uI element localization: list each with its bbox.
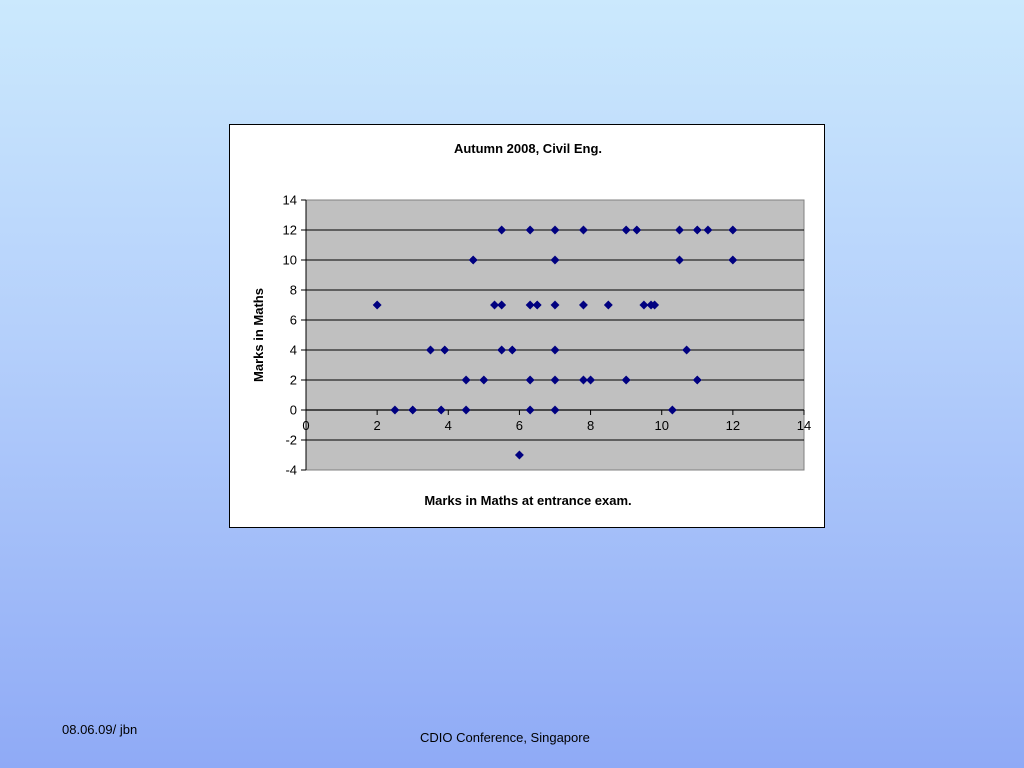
data-point <box>550 375 560 385</box>
data-point <box>632 225 642 235</box>
data-point <box>692 375 702 385</box>
data-point <box>578 225 589 235</box>
data-point <box>674 225 685 235</box>
data-point <box>692 225 702 235</box>
data-point <box>621 375 631 385</box>
data-point <box>489 300 500 310</box>
data-point <box>507 345 517 355</box>
data-point <box>578 300 589 310</box>
x-axis-label: Marks in Maths at entrance exam. <box>424 493 631 508</box>
y-tick-label: -2 <box>285 433 297 448</box>
x-tick-label: 6 <box>516 418 523 433</box>
data-point <box>497 345 507 355</box>
data-point <box>525 225 535 235</box>
data-point <box>603 300 613 310</box>
x-tick-label: 8 <box>587 418 594 433</box>
y-axis-label: Marks in Maths <box>251 288 266 382</box>
data-point <box>468 255 478 265</box>
y-tick-label: 8 <box>290 283 297 298</box>
data-point <box>532 300 542 310</box>
data-point <box>550 405 560 415</box>
data-points <box>372 225 738 460</box>
data-point <box>479 375 489 385</box>
data-point <box>440 345 450 355</box>
data-point <box>682 345 692 355</box>
data-point <box>728 225 738 235</box>
data-point <box>550 300 560 310</box>
y-tick-label: 10 <box>283 253 297 268</box>
data-point <box>728 255 738 265</box>
data-point <box>586 375 596 385</box>
data-point <box>461 405 471 415</box>
y-tick-label: 2 <box>290 373 297 388</box>
data-point <box>372 300 382 310</box>
x-tick-label: 0 <box>302 418 309 433</box>
y-tick-label: 0 <box>290 403 297 418</box>
scatter-chart: Autumn 2008, Civil Eng. -4-202468101214 … <box>251 141 811 508</box>
chart-container: Autumn 2008, Civil Eng. -4 -2 0 2 4 6 8 10 12 14 … <box>229 124 825 528</box>
data-point <box>408 405 418 415</box>
footer-conference: CDIO Conference, Singapore <box>420 730 590 745</box>
data-point <box>703 225 713 235</box>
chart-title: Autumn 2008, Civil Eng. <box>454 141 602 156</box>
data-point <box>461 375 471 385</box>
data-point <box>667 405 677 415</box>
y-tick-labels: -4 -2 0 2 4 6 8 10 12 14 <box>283 193 297 478</box>
data-point <box>621 225 631 235</box>
y-tick-label: 12 <box>283 223 297 238</box>
data-point <box>390 405 400 415</box>
y-tick-label: -4 <box>285 463 297 478</box>
y-tick-label: 6 <box>290 313 297 328</box>
data-point <box>578 375 589 385</box>
plot-area <box>305 199 805 471</box>
data-point <box>550 225 560 235</box>
y-tick-label: 4 <box>290 343 297 358</box>
data-point <box>550 255 560 265</box>
data-point <box>425 345 436 355</box>
x-tick-labels: 0 2 4 6 8 10 12 14 <box>302 418 811 433</box>
data-point <box>525 405 535 415</box>
x-tick-label: 12 <box>726 418 740 433</box>
data-point <box>514 450 524 460</box>
data-point <box>550 345 560 355</box>
data-point <box>436 405 446 415</box>
x-tick-label: 10 <box>654 418 668 433</box>
data-point <box>525 375 535 385</box>
data-point <box>497 225 507 235</box>
data-point <box>650 300 660 310</box>
footer-date-author: 08.06.09/ jbn <box>62 722 138 737</box>
x-tick-label: 4 <box>445 418 452 433</box>
data-point <box>674 255 685 265</box>
x-tick-label: 2 <box>374 418 381 433</box>
y-tick-label: 14 <box>283 193 297 208</box>
data-point <box>497 300 507 310</box>
x-tick-label: 14 <box>797 418 811 433</box>
data-point <box>639 300 649 310</box>
data-point <box>525 300 535 310</box>
